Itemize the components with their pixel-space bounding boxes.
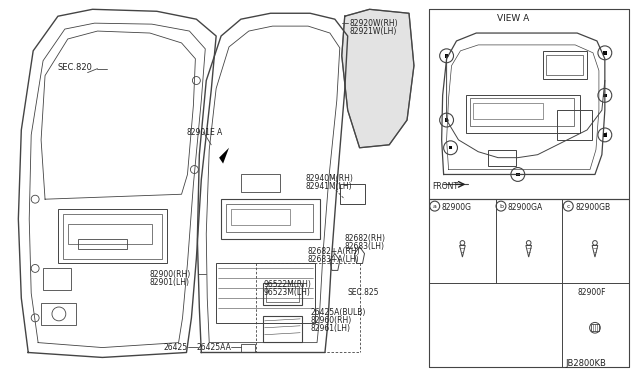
Bar: [445, 54, 449, 58]
Text: A: A: [217, 128, 222, 137]
Bar: [266, 286, 300, 302]
Bar: [241, 174, 280, 192]
Text: 82941M(LH): 82941M(LH): [305, 182, 352, 191]
Bar: [41, 303, 76, 325]
Text: 82961(LH): 82961(LH): [310, 324, 350, 333]
Text: c: c: [449, 145, 452, 150]
Bar: [449, 146, 452, 150]
Bar: [467, 95, 580, 133]
Bar: [63, 214, 162, 259]
Bar: [470, 98, 574, 126]
Text: SEC.825: SEC.825: [348, 288, 379, 297]
Text: 26425A(BULB): 26425A(BULB): [310, 308, 365, 317]
Text: 82682(RH): 82682(RH): [345, 234, 386, 243]
Text: 82901E: 82901E: [186, 128, 215, 137]
Bar: [262, 283, 302, 305]
Bar: [216, 263, 315, 323]
Text: 82920W(RH): 82920W(RH): [349, 19, 398, 28]
Bar: [603, 133, 607, 137]
Text: c: c: [516, 172, 520, 177]
Bar: [262, 316, 302, 341]
Bar: [58, 209, 166, 263]
Text: 82683+A(LH): 82683+A(LH): [307, 254, 359, 264]
Text: a: a: [603, 93, 607, 98]
Bar: [557, 110, 592, 140]
Bar: [231, 209, 291, 225]
Text: 96523M(LH): 96523M(LH): [264, 288, 310, 297]
Text: 82940M(RH): 82940M(RH): [305, 174, 353, 183]
Text: a: a: [603, 50, 607, 55]
Text: b: b: [499, 203, 503, 209]
Text: JB2800KB: JB2800KB: [565, 359, 606, 368]
Bar: [226, 204, 313, 232]
Text: FRONT: FRONT: [432, 182, 458, 191]
Polygon shape: [219, 148, 229, 164]
Bar: [543, 51, 587, 78]
Text: 82900F: 82900F: [577, 288, 605, 297]
Text: VIEW A: VIEW A: [497, 14, 529, 23]
Text: a: a: [445, 53, 449, 58]
Bar: [340, 185, 365, 204]
Bar: [77, 239, 127, 248]
Text: 82921W(LH): 82921W(LH): [349, 27, 397, 36]
Text: 82901(LH): 82901(LH): [150, 278, 190, 287]
Text: 26425: 26425: [164, 343, 188, 352]
Bar: [241, 344, 255, 352]
Text: 82900GA: 82900GA: [508, 203, 543, 212]
Text: 82960(RH): 82960(RH): [310, 316, 351, 325]
Bar: [603, 51, 607, 55]
Bar: [68, 224, 152, 244]
Bar: [445, 118, 449, 122]
Bar: [516, 173, 520, 176]
Bar: [603, 94, 607, 97]
Bar: [591, 324, 598, 331]
Text: 82900(RH): 82900(RH): [150, 270, 191, 279]
Bar: [547, 55, 583, 74]
Bar: [43, 269, 71, 290]
Bar: [221, 199, 320, 239]
Text: a: a: [433, 203, 436, 209]
Text: 82900G: 82900G: [442, 203, 472, 212]
Text: 82900GB: 82900GB: [575, 203, 611, 212]
Text: SEC.820: SEC.820: [58, 63, 93, 72]
Text: 82682+A(RH): 82682+A(RH): [307, 247, 360, 256]
Bar: [488, 150, 516, 166]
Text: b: b: [445, 118, 449, 122]
Text: 96522M(RH): 96522M(RH): [264, 280, 312, 289]
Text: c: c: [566, 203, 570, 209]
Polygon shape: [342, 9, 414, 148]
Text: 26425AA: 26425AA: [196, 343, 231, 352]
Text: d: d: [603, 132, 607, 137]
Text: 82683(LH): 82683(LH): [345, 242, 385, 251]
Bar: [474, 103, 543, 119]
